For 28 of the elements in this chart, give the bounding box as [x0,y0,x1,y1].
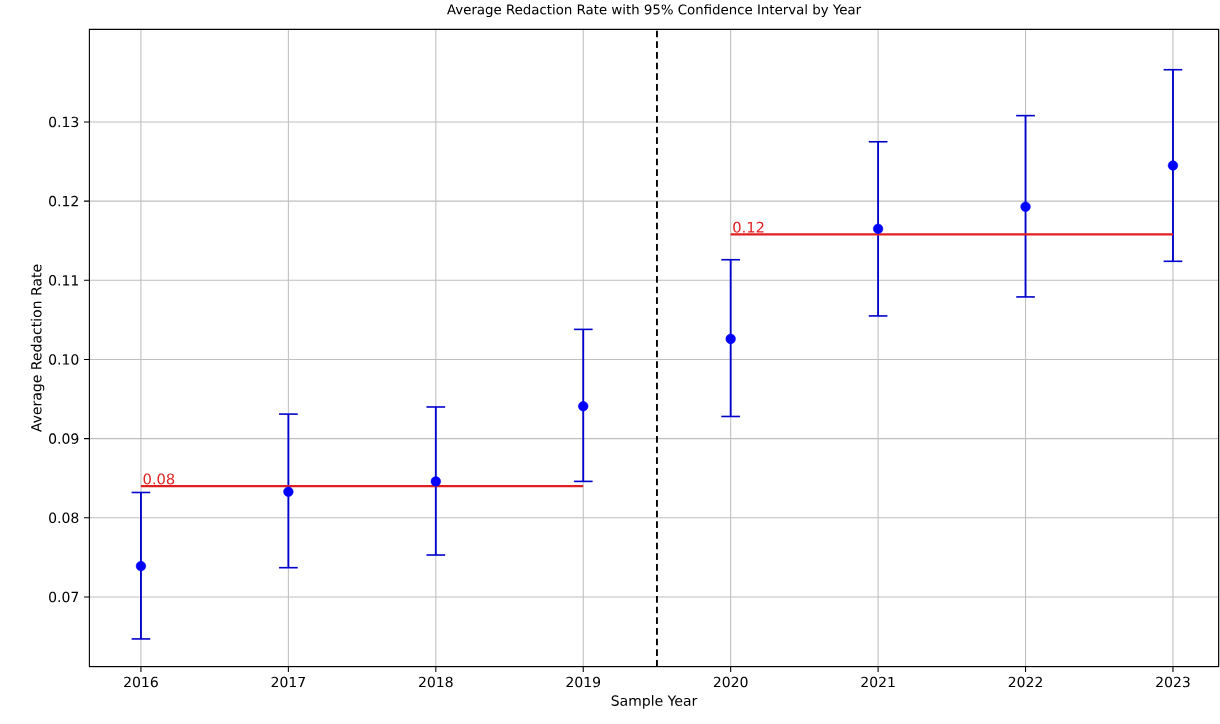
chart-title: Average Redaction Rate with 95% Confidence Interval by Year [447,4,862,18]
point [1020,201,1031,212]
x-tick-label: 2017 [271,676,305,688]
x-tick-label: 2018 [419,676,453,688]
x-axis-title: Sample Year [611,695,698,709]
y-axis-title: Average Redaction Rate [30,264,45,432]
x-tick-label: 2016 [124,676,158,688]
y-tick-label: 0.11 [49,275,79,286]
annotation: 0.08 [143,473,175,485]
y-tick-label: 0.12 [49,195,78,207]
y-tick-label: 0.10 [49,354,79,365]
x-tick-label: 2022 [1008,676,1042,688]
point [725,333,736,344]
point [578,401,589,412]
point [283,486,294,497]
x-tick-label: 2021 [861,676,895,688]
y-tick-label: 0.08 [49,512,79,524]
y-tick-label: 0.13 [49,116,79,128]
x-tick-label: 2019 [566,676,601,688]
annotation: 0.12 [733,221,764,233]
point [1167,160,1179,171]
point [873,223,884,234]
point [430,476,441,487]
point [135,561,147,572]
y-tick-label: 0.07 [49,591,79,603]
x-tick-label: 2020 [713,676,748,688]
x-tick-label: 2023 [1156,676,1190,688]
y-tick-label: 0.09 [49,433,79,444]
